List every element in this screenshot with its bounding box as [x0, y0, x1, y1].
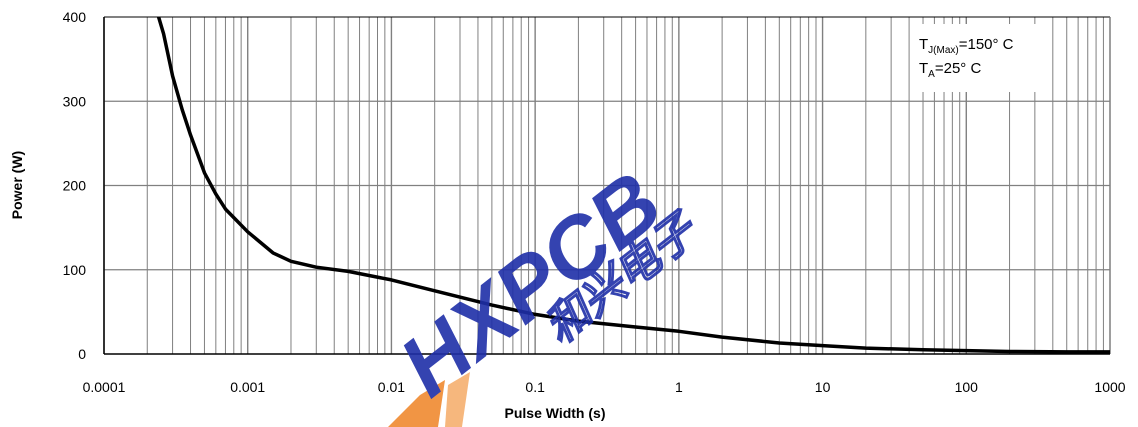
y-axis-label: Power (W) — [9, 151, 25, 219]
y-tick-label: 300 — [63, 93, 87, 109]
y-tick-label: 0 — [78, 346, 86, 362]
y-tick-label: 100 — [63, 262, 87, 278]
x-tick-label: 0.1 — [525, 379, 545, 395]
x-tick-label: 1 — [675, 379, 683, 395]
x-tick-label: 100 — [955, 379, 979, 395]
tj-max-annotation: TJ(Max)=150° C — [919, 36, 1014, 56]
watermark-swoosh-icon — [388, 380, 445, 427]
curve-layer — [156, 16, 1110, 354]
y-tick-label: 200 — [63, 178, 87, 194]
x-tick-label: 1000 — [1094, 379, 1125, 395]
y-tick-label: 400 — [63, 9, 87, 25]
watermark-swoosh-icon — [445, 372, 470, 427]
annotation-box: TJ(Max)=150° C TA=25° C — [911, 24, 1051, 92]
tick-layer: 0.0001 0.001 0.01 0.1 1 10 100 1000 0 100 200 300 40… — [63, 9, 1126, 395]
x-tick-label: 0.01 — [378, 379, 405, 395]
power-curve-line — [156, 16, 1110, 354]
x-tick-label: 0.001 — [230, 379, 265, 395]
x-tick-label: 10 — [815, 379, 831, 395]
x-axis-label: Pulse Width (s) — [505, 405, 606, 421]
x-tick-label: 0.0001 — [83, 379, 126, 395]
ta-annotation: TA=25° C — [919, 60, 981, 80]
